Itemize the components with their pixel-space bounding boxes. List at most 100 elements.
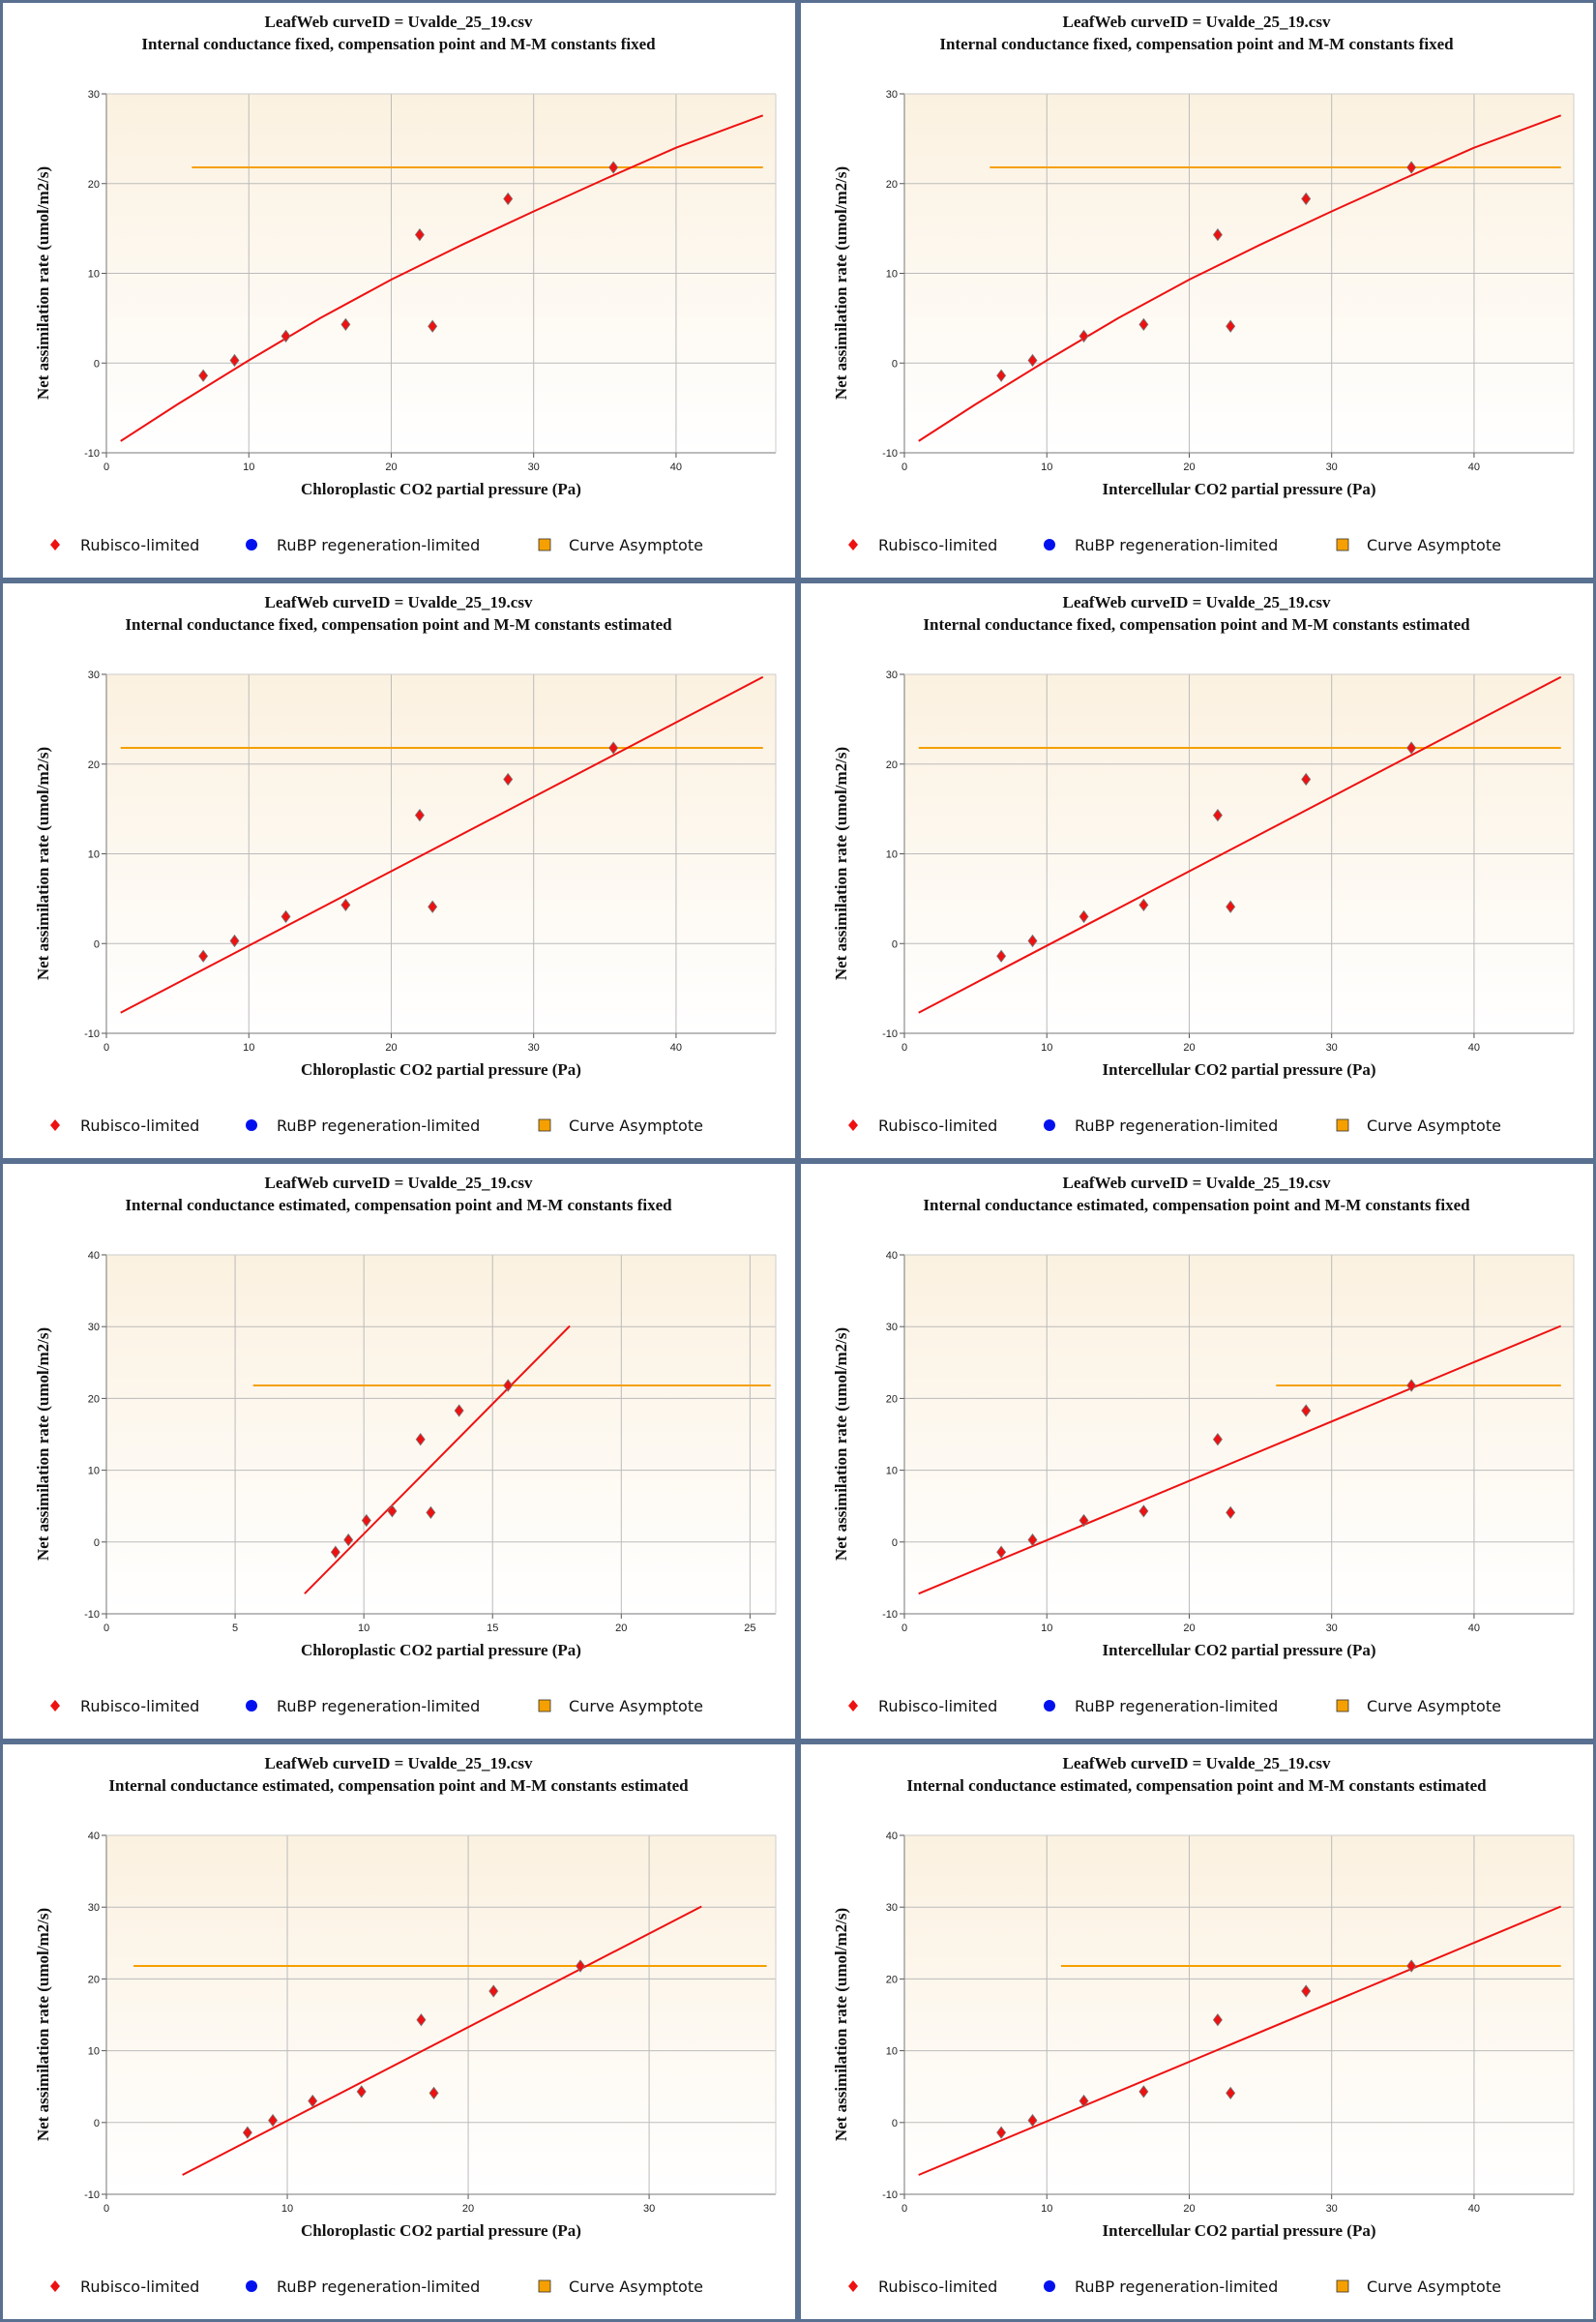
y-tick-label: -10 [882, 1028, 898, 1040]
fit-curve [918, 675, 1562, 1014]
y-axis-label: Net assimilation rate (umol/m2/s) [832, 747, 850, 980]
legend-label: RuBP regeneration-limited [1075, 536, 1278, 554]
data-point [503, 772, 514, 787]
y-tick-label: 20 [88, 1974, 100, 1985]
y-tick-label: -10 [882, 448, 898, 460]
x-axis-label: Chloroplastic CO2 partial pressure (Pa) [301, 480, 581, 498]
x-tick-label: 30 [643, 2203, 655, 2215]
data-point [343, 1533, 354, 1547]
y-axis-label: Net assimilation rate (umol/m2/s) [34, 1327, 52, 1561]
x-tick-label: 0 [901, 461, 907, 473]
blue-circle-icon [246, 2280, 257, 2292]
orange-square-icon [538, 2279, 551, 2293]
x-tick-label: 0 [103, 1622, 109, 1634]
chart-svg: LeafWeb curveID = Uvalde_25_19.csv Intern… [832, 1754, 1575, 2296]
data-point [1027, 1533, 1038, 1547]
y-tick-label: 30 [88, 1902, 100, 1914]
data-point [1027, 2113, 1038, 2128]
chart-subtitle: Internal conductance fixed, compensation… [923, 615, 1470, 634]
chart-title: LeafWeb curveID = Uvalde_25_19.csv [1063, 1754, 1331, 1772]
chart-panel: LeafWeb curveID = Uvalde_25_19.csv Intern… [798, 580, 1596, 1161]
data-point [1212, 2013, 1223, 2027]
blue-circle-icon [1044, 539, 1055, 551]
x-tick-label: 40 [1468, 2203, 1480, 2215]
x-tick-label: 20 [1183, 461, 1195, 473]
fit-curve [120, 114, 764, 442]
data-point [1138, 317, 1149, 332]
blue-circle-icon [1044, 2280, 1055, 2292]
y-tick-label: 0 [94, 938, 100, 950]
data-point [415, 1433, 426, 1446]
data-point [1406, 741, 1417, 755]
y-tick-label: 40 [88, 1250, 100, 1262]
legend: Rubisco-limited RuBP regeneration-limited… [50, 1697, 703, 1715]
x-tick-label: 40 [1468, 1042, 1480, 1054]
legend-label: RuBP regeneration-limited [277, 1116, 480, 1135]
orange-square-icon [538, 538, 551, 551]
fit-curve [918, 1325, 1562, 1595]
y-tick-label: 30 [88, 89, 100, 101]
x-tick-label: 30 [1326, 2203, 1338, 2215]
data-point [1226, 2086, 1236, 2100]
x-tick-label: 20 [1183, 1622, 1195, 1634]
plot-area [904, 1255, 1574, 1614]
y-tick-label: 10 [88, 1466, 100, 1477]
legend-label: Curve Asymptote [1367, 1697, 1501, 1715]
x-tick-label: 25 [744, 1622, 755, 1634]
orange-square-icon [1336, 538, 1349, 551]
legend: Rubisco-limited RuBP regeneration-limited… [848, 2277, 1501, 2296]
data-point [281, 909, 291, 924]
x-axis-label: Intercellular CO2 partial pressure (Pa) [1103, 2221, 1376, 2240]
red-diamond-icon [50, 2280, 60, 2292]
x-tick-label: 5 [232, 1622, 238, 1634]
data-point [1301, 192, 1312, 206]
legend-label: RuBP regeneration-limited [277, 1697, 480, 1715]
legend-label: Curve Asymptote [569, 2277, 703, 2296]
orange-square-icon [1336, 2279, 1349, 2293]
legend-label: Curve Asymptote [1367, 2277, 1501, 2296]
red-diamond-icon [50, 1700, 60, 1712]
y-tick-label: 30 [886, 1322, 898, 1333]
y-tick-label: 30 [88, 1322, 100, 1333]
orange-square-icon [1336, 1699, 1349, 1712]
chart-svg: LeafWeb curveID = Uvalde_25_19.csv Intern… [832, 1174, 1575, 1715]
y-tick-label: 30 [886, 89, 898, 101]
legend-label: RuBP regeneration-limited [1075, 2277, 1278, 2296]
data-point [1212, 227, 1223, 242]
legend-label: Rubisco-limited [80, 2277, 199, 2296]
data-point [1226, 319, 1236, 333]
y-tick-label: 40 [886, 1250, 898, 1262]
blue-circle-icon [1044, 1119, 1055, 1131]
data-point [1079, 1513, 1089, 1528]
x-axis-label: Chloroplastic CO2 partial pressure (Pa) [301, 1641, 581, 1659]
x-tick-label: 0 [103, 2203, 109, 2215]
data-point [608, 741, 619, 755]
legend: Rubisco-limited RuBP regeneration-limited… [50, 1116, 703, 1135]
x-axis-label: Intercellular CO2 partial pressure (Pa) [1103, 1060, 1376, 1079]
x-tick-label: 15 [487, 1622, 498, 1634]
chart-title: LeafWeb curveID = Uvalde_25_19.csv [265, 13, 533, 31]
y-axis-label: Net assimilation rate (umol/m2/s) [34, 166, 52, 400]
chart-subtitle: Internal conductance fixed, compensation… [141, 35, 656, 53]
y-tick-label: -10 [84, 1609, 100, 1621]
x-axis-label: Chloroplastic CO2 partial pressure (Pa) [301, 1060, 581, 1079]
legend-label: RuBP regeneration-limited [1075, 1697, 1278, 1715]
chart-panel: LeafWeb curveID = Uvalde_25_19.csv Intern… [0, 0, 798, 580]
blue-circle-icon [246, 1700, 257, 1712]
plot-area [904, 1835, 1574, 2194]
x-tick-label: 10 [281, 2203, 293, 2215]
chart-title: LeafWeb curveID = Uvalde_25_19.csv [265, 593, 533, 611]
chart-svg: LeafWeb curveID = Uvalde_25_19.csv Intern… [34, 1174, 777, 1715]
orange-square-icon [1336, 1118, 1349, 1132]
plot-area [106, 1835, 776, 2194]
y-tick-label: -10 [84, 1028, 100, 1040]
data-point [1027, 353, 1038, 368]
data-point [308, 2094, 318, 2108]
data-point [340, 898, 351, 912]
data-point [229, 353, 240, 368]
x-tick-label: 0 [103, 1042, 109, 1054]
chart-svg: LeafWeb curveID = Uvalde_25_19.csv Intern… [34, 13, 777, 554]
data-point [426, 1505, 436, 1520]
chart-panel: LeafWeb curveID = Uvalde_25_19.csv Intern… [798, 0, 1596, 580]
x-tick-label: 0 [901, 2203, 907, 2215]
